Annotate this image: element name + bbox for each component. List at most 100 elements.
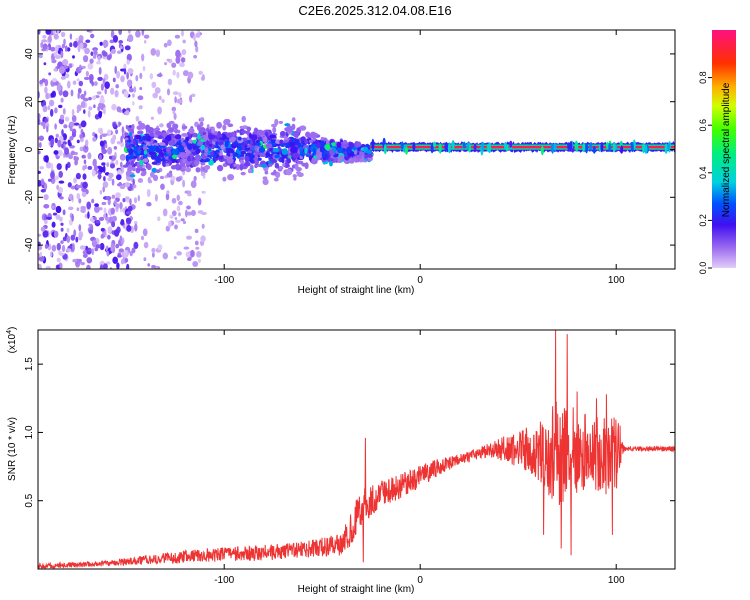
spectrogram-cell [56,30,60,34]
spectrogram-cell [233,163,237,167]
spectrogram-cell [190,93,196,98]
spectrogram-cell [71,132,77,138]
spectrogram-cell [124,110,130,116]
spectrogram-cell [278,166,284,170]
spectrogram-cell [77,258,82,263]
spectrogram-cell [46,216,52,220]
spectrogram-cell [103,176,106,182]
spectrogram-cell [296,171,301,175]
spectrogram-cell [103,213,107,219]
spectrogram-cell [110,246,114,252]
spectrogram-cell [75,37,79,42]
spectrogram-cell [193,35,196,41]
spectrogram-cell [262,136,268,143]
spectrogram-cell [73,40,78,48]
spectrogram-cell [131,166,136,172]
spectrogram-cell [103,207,107,215]
spectrogram-cell [111,103,117,111]
spectrogram-cell [127,67,134,75]
spectrogram-cell [400,141,404,150]
spectrogram-cell [336,141,342,149]
spectrogram-cell [176,71,180,79]
spectrogram-cell [166,190,170,195]
spectrogram-cell [308,139,314,144]
spectrogram-cell [264,131,269,138]
spectrogram-cell [43,62,47,66]
spectrogram-cell [82,55,89,63]
spectrogram-cell [80,208,86,214]
spectrogram-cell [174,216,178,221]
spectrogram-cell [259,151,266,158]
spectrogram-cell [200,165,204,174]
spectrogram-cell [120,46,123,50]
spectrogram-cell [325,139,330,146]
spectrogram-cell [44,118,49,123]
spectrogram-cell [254,150,260,156]
snr-x-axis-label: Height of straight line (km) [298,584,415,595]
spectrogram-cell [71,213,74,222]
spectrogram-cell [63,38,66,46]
spectrogram-cell [97,173,102,180]
spectrogram-cell [57,139,62,148]
spectrogram-cell [38,113,41,120]
colorbar-tick-label: 0.6 [698,119,708,132]
spectrogram-cell [336,146,343,153]
spectrogram-cell [104,81,110,90]
spectrogram-cell [98,66,102,75]
spectrogram-cell [301,140,305,145]
spectrogram-cell [88,74,94,82]
spectrogram-cell [128,148,134,156]
spectrogram-cell [87,110,91,118]
spectrogram-cell [62,108,66,115]
spectrogram-cell [90,33,95,39]
spectrogram-cell [46,46,50,50]
spectrogram-cell [120,218,125,226]
spectrogram-cell [135,30,141,38]
spectrogram-cell [130,129,135,134]
spectrogram-cell [243,161,251,167]
spectrogram-cell [199,121,204,127]
spectrogram-cell [186,235,192,240]
spectrogram-cell [142,158,149,163]
spectrogram-cell [133,146,138,151]
spectrogram-cell [589,142,592,151]
spectrogram-cell [192,146,196,150]
spectrogram-cell [46,125,49,133]
spectrogram-cell [63,124,68,129]
spectrogram-cell [143,40,147,44]
spectrogram-cell [132,178,135,187]
spectrogram-cell [88,96,92,101]
spectrogram-cell [68,142,72,147]
spectrogram-cell [166,172,173,178]
spectrogram-cell [69,42,73,48]
spectrogram-cell [87,165,93,170]
spectrogram-cell [214,130,218,136]
spectrogram-cell [278,120,284,124]
spectrogram-cell [60,75,67,80]
spectrogram-cell [272,148,280,153]
spectrogram-cell [215,141,219,146]
spectrogram-cell [299,125,307,131]
spectrogram-cell [106,54,112,61]
spectrogram-cell [61,128,64,136]
spectrogram-cell [47,178,52,182]
spectrogram-cell [216,121,223,129]
snr-y-multiplier-close: ) [7,327,18,330]
spectrogram-cell [161,98,165,104]
spectrogram-cell [177,145,184,153]
spectrogram-cell [100,83,104,91]
spectrogram-cell [195,45,199,53]
spectrogram-cell [79,133,84,139]
spectrogram-cell [128,144,133,148]
spectrogram-cell [116,50,122,55]
spectrogram-cell [102,39,109,48]
spectrogram-cell [204,164,211,170]
spectrogram-cell [44,243,49,249]
spectrogram-cell [217,133,223,138]
spectrogram-cell [146,189,151,197]
spectrogram-cell [82,165,86,171]
spectrogram-cell [78,234,83,241]
spectrogram-cell [58,250,63,256]
spectrogram-cell [274,118,279,126]
spectrogram-cell [99,189,103,195]
